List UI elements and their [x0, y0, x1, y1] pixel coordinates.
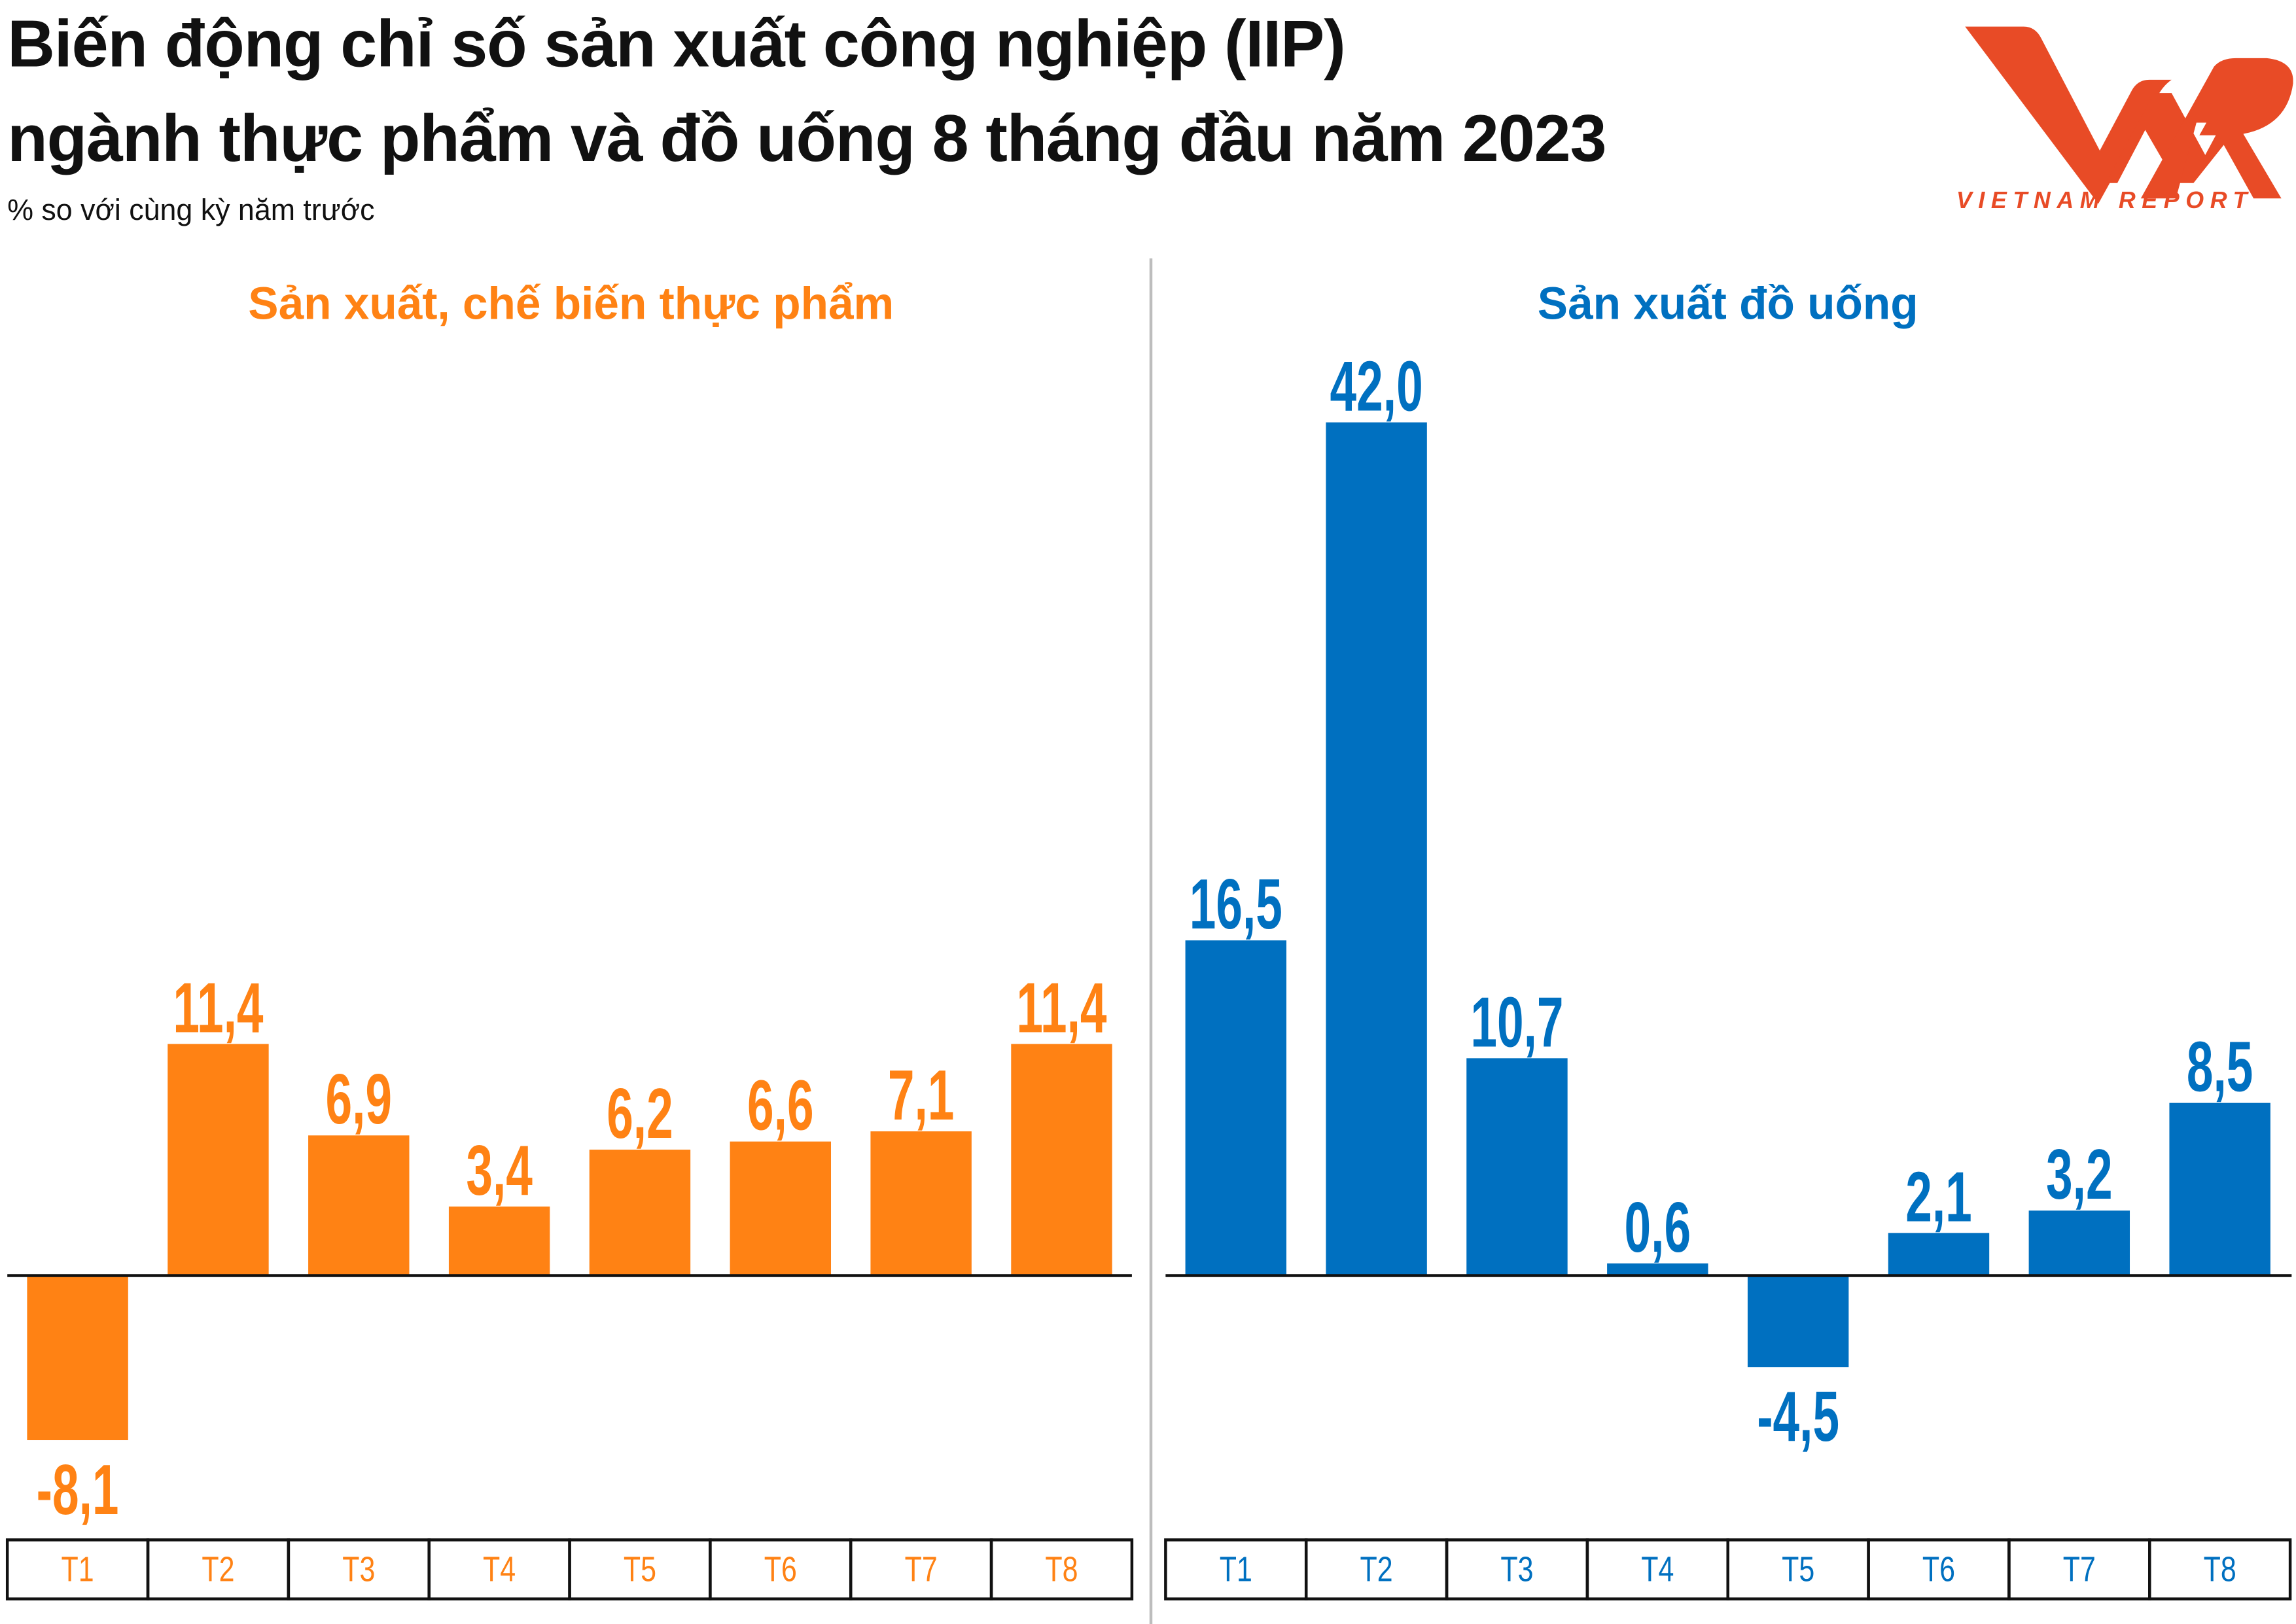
bar-T4 — [1607, 1263, 1708, 1276]
title-line-1: Biến động chỉ số sản xuất công nghiệp (I… — [7, 6, 1346, 82]
value-label: 8,5 — [2187, 1027, 2253, 1106]
bar-T6 — [1888, 1233, 1990, 1276]
bar-T3 — [1466, 1058, 1568, 1276]
value-label: 2,1 — [1905, 1157, 1972, 1237]
bar-T7 — [870, 1131, 972, 1276]
category-label: T4 — [1641, 1550, 1674, 1589]
title-line-2: ngành thực phẩm và đồ uống 8 tháng đầu n… — [7, 100, 1606, 176]
category-label: T7 — [2063, 1550, 2096, 1589]
value-label: 0,6 — [1625, 1187, 1691, 1267]
value-label: 3,4 — [466, 1130, 533, 1210]
category-label: T1 — [1220, 1550, 1252, 1589]
value-label: 6,6 — [747, 1065, 814, 1145]
category-label: T5 — [624, 1550, 656, 1589]
logo-tagline: VIETNAM REPORT — [1956, 186, 2253, 213]
value-label: 3,2 — [2046, 1135, 2113, 1214]
value-label: 16,5 — [1190, 864, 1282, 944]
category-label: T5 — [1782, 1550, 1814, 1589]
bar-T3 — [308, 1135, 410, 1276]
category-label: T3 — [1500, 1550, 1533, 1589]
subtitle: % so với cùng kỳ năm trước — [7, 194, 375, 228]
category-label: T6 — [1922, 1550, 1955, 1589]
chart-title: Sản xuất đồ uống — [1538, 277, 1918, 328]
value-label: 10,7 — [1470, 982, 1563, 1062]
vietnam-report-logo: VIETNAM REPORT — [1956, 26, 2293, 213]
category-label: T3 — [342, 1550, 375, 1589]
bar-T8 — [2169, 1103, 2270, 1276]
category-label: T8 — [1045, 1550, 1078, 1589]
bar-T4 — [448, 1206, 550, 1276]
bar-T1 — [1185, 940, 1286, 1276]
category-label: T1 — [62, 1550, 94, 1589]
chart-panel-2: Sản xuất đồ uống 16,5 T1 42,0 T2 10,7 T3 0,6 T4 -… — [1164, 277, 2292, 1600]
category-label: T2 — [1360, 1550, 1393, 1589]
category-label: T7 — [905, 1550, 938, 1589]
value-label: 11,4 — [173, 968, 263, 1048]
bar-T5 — [1747, 1275, 1849, 1368]
bar-T6 — [730, 1141, 832, 1276]
category-cell — [2147, 1538, 2292, 1600]
chart-panel-1: Sản xuất, chế biến thực phẩm -8,1 T1 11,4 T2… — [5, 277, 1134, 1600]
value-label: 6,2 — [607, 1073, 673, 1153]
bar-T1 — [27, 1275, 128, 1441]
value-label: 6,9 — [326, 1059, 393, 1139]
category-label: T6 — [764, 1550, 797, 1589]
value-label: -8,1 — [37, 1449, 119, 1529]
category-label: T4 — [483, 1550, 516, 1589]
bar-T2 — [168, 1044, 269, 1276]
bar-T2 — [1326, 422, 1427, 1276]
bar-T5 — [589, 1150, 691, 1276]
category-label: T2 — [202, 1550, 234, 1589]
category-cell — [989, 1538, 1134, 1600]
category-label: T8 — [2204, 1550, 2236, 1589]
value-label: -4,5 — [1757, 1377, 1839, 1456]
bar-T8 — [1011, 1044, 1112, 1276]
value-label: 7,1 — [888, 1055, 955, 1135]
chart-title: Sản xuất, chế biến thực phẩm — [248, 277, 894, 328]
value-label: 42,0 — [1330, 346, 1423, 426]
bar-T7 — [2028, 1210, 2130, 1276]
panel-divider — [1149, 258, 1153, 1624]
value-label: 11,4 — [1016, 968, 1106, 1048]
